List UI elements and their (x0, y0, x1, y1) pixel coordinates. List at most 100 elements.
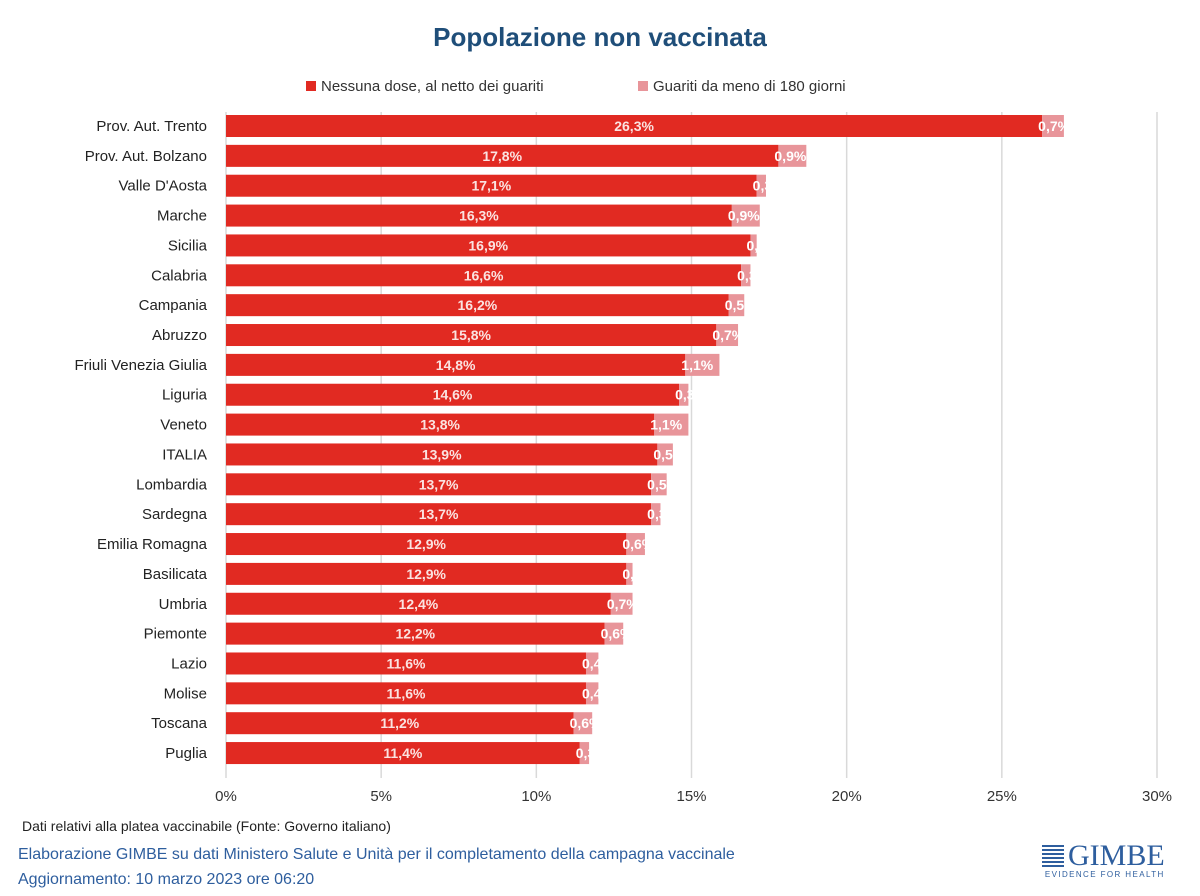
bar-segment (226, 115, 1043, 137)
category-label: Piemonte (144, 626, 207, 643)
bar-segment (750, 234, 757, 257)
data-label: 0,2% (622, 566, 654, 582)
bar-segment (226, 682, 586, 705)
data-label: 11,4% (383, 745, 422, 761)
data-label: 12,9% (406, 566, 446, 582)
data-label: 13,9% (422, 446, 462, 462)
data-label: 11,6% (387, 655, 426, 671)
category-label: Basilicata (143, 566, 208, 583)
bar-segment (657, 443, 673, 466)
data-label: 1,1% (681, 357, 713, 373)
bar-segment (226, 144, 779, 167)
data-label: 0,6% (570, 715, 602, 731)
data-label: 0,3% (647, 506, 679, 522)
bar-segment (226, 562, 627, 585)
chart-title: Popolazione non vaccinata (433, 22, 767, 52)
bar-segment (654, 413, 689, 436)
x-tick-label: 10% (521, 788, 551, 805)
bar-segment (651, 503, 661, 526)
legend-swatch (638, 81, 648, 91)
data-label: 13,8% (420, 417, 460, 433)
category-label: Puglia (165, 745, 207, 762)
bar-segment (226, 742, 580, 765)
data-label: 0,3% (576, 745, 608, 761)
category-label: Calabria (151, 267, 208, 284)
legend-swatch (306, 81, 316, 91)
bar-segment (778, 144, 807, 167)
bar-segment (728, 294, 745, 317)
data-label: 16,3% (459, 208, 499, 224)
category-label: Umbria (159, 596, 208, 613)
bar-segment (716, 324, 739, 347)
data-label: 11,6% (387, 685, 426, 701)
data-label: 0,3% (737, 267, 769, 283)
category-label: Veneto (160, 417, 207, 434)
bar-segment (226, 622, 605, 645)
data-label: 12,9% (406, 536, 446, 552)
bar-segment (226, 533, 627, 556)
data-label: 13,7% (419, 476, 459, 492)
bar-segment (226, 652, 586, 675)
data-label: 12,2% (395, 626, 435, 642)
data-label: 0,9% (774, 148, 806, 164)
bar-segment (573, 712, 593, 735)
bar-segment (226, 353, 686, 376)
bar-segment (579, 742, 590, 765)
data-label: 11,2% (380, 715, 419, 731)
x-tick-label: 5% (370, 788, 392, 805)
bar-segment (226, 294, 729, 317)
update-line: Aggiornamento: 10 marzo 2023 ore 06:20 (18, 871, 315, 888)
category-label: Liguria (162, 387, 208, 404)
bar-segment (731, 204, 760, 227)
data-label: 0,9% (728, 208, 760, 224)
data-label: 14,8% (436, 357, 476, 373)
bar-segment (226, 473, 652, 496)
data-label: 0,3% (753, 178, 785, 194)
bar-segment (226, 234, 751, 257)
x-tick-label: 20% (832, 788, 862, 805)
bar-segment (226, 712, 574, 735)
x-tick-label: 0% (215, 788, 237, 805)
bar-segment (679, 383, 689, 406)
data-label: 0,7% (607, 596, 639, 612)
category-label: Marche (157, 208, 207, 225)
bar-segment (226, 413, 655, 436)
x-tick-label: 30% (1142, 788, 1172, 805)
data-label: 0,6% (601, 626, 633, 642)
credit-line: Elaborazione GIMBE su dati Ministero Sal… (18, 846, 735, 863)
bar-segment (604, 622, 624, 645)
bar-segment (585, 652, 599, 675)
category-label: ITALIA (162, 446, 207, 463)
data-label: 0,3% (675, 387, 707, 403)
bar-segment (741, 264, 751, 287)
category-label: Lazio (171, 655, 207, 672)
data-label: 15,8% (451, 327, 491, 343)
category-label: Molise (164, 685, 207, 702)
category-label: Friuli Venezia Giulia (74, 357, 207, 374)
bar-segment (226, 592, 611, 615)
category-label: Sicilia (168, 237, 208, 254)
category-label: Campania (139, 297, 208, 314)
legend: Nessuna dose, al netto dei guariti Guarit… (306, 78, 846, 95)
data-label: 26,3% (614, 118, 654, 134)
data-label: 0,5% (725, 297, 757, 313)
bar-segment (1042, 115, 1064, 137)
category-label: Emilia Romagna (97, 536, 208, 553)
data-label: 14,6% (433, 387, 473, 403)
bar-segment (685, 353, 720, 376)
logo-name: GIMBE (1068, 839, 1165, 872)
bar-segment (226, 324, 717, 347)
category-label: Sardegna (142, 506, 208, 523)
bars: 26,3% 0,7% 17,8% 0,9% 17,1% 0,3% 16,3% 0,9% 16,9… (226, 115, 1071, 765)
data-label: 17,8% (482, 148, 522, 164)
y-axis-labels: Prov. Aut. Trento Prov. Aut. Bolzano Valle… (74, 118, 207, 762)
bar-segment (756, 174, 766, 197)
logo-mark-icon (1042, 845, 1064, 867)
data-label: 13,7% (419, 506, 459, 522)
bar-segment (585, 682, 599, 705)
category-label: Valle D'Aosta (119, 178, 208, 195)
bar-segment (226, 174, 757, 197)
data-label: 0,5% (647, 476, 679, 492)
bar-segment (626, 562, 633, 585)
